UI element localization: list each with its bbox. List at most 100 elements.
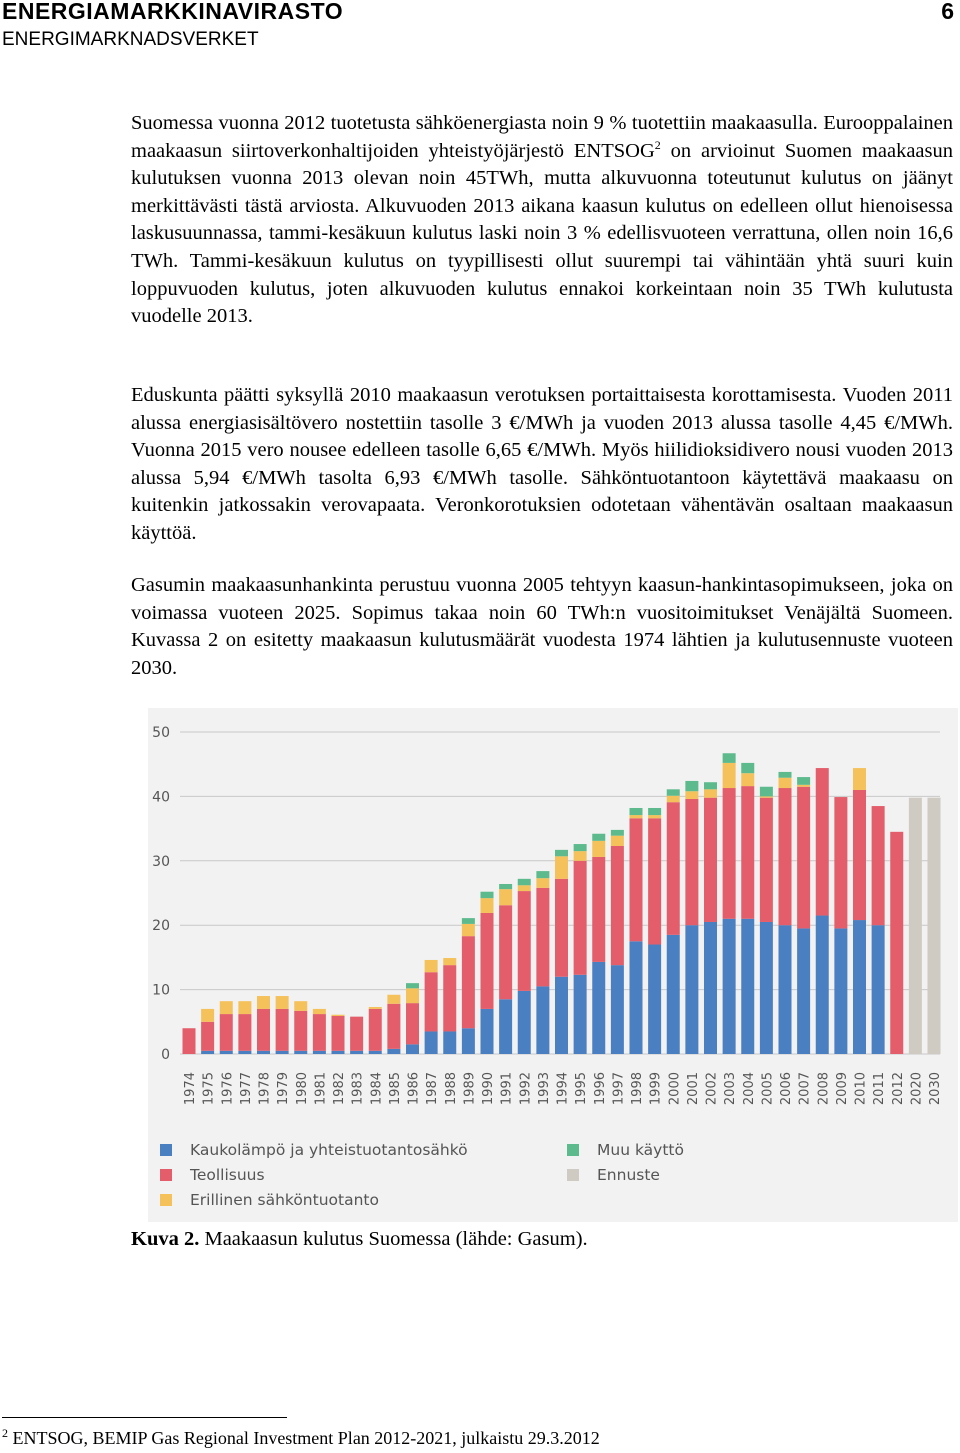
bar-segment <box>387 1048 401 1054</box>
x-tick-label: 1990 <box>481 1072 496 1105</box>
bar-segment <box>685 798 699 926</box>
bar-segment <box>610 829 624 836</box>
y-tick-label: 10 <box>152 983 170 999</box>
x-tick-label: 1984 <box>369 1072 384 1105</box>
x-tick-label: 1978 <box>258 1072 273 1105</box>
legend-swatch <box>567 1169 579 1181</box>
bar-segment <box>741 773 755 787</box>
bar-segment <box>238 1050 252 1054</box>
bar-segment <box>443 965 457 1032</box>
bar-segment <box>685 780 699 792</box>
y-tick-label: 20 <box>152 918 170 934</box>
bar-segment <box>555 878 568 977</box>
bar-segment <box>461 918 475 924</box>
bar-segment <box>834 928 848 1054</box>
bar-segment <box>741 918 755 1054</box>
paragraph: Gasumin maakaasunhankinta perustuu vuonn… <box>131 574 953 679</box>
text: on arvioinut Suomen maakaasun kulutuksen… <box>131 139 953 328</box>
bar-segment <box>294 1010 308 1051</box>
bar-segment <box>722 762 736 789</box>
bar-segment <box>406 988 419 1004</box>
x-tick-label: 2003 <box>723 1072 738 1105</box>
bar-segment <box>853 789 866 921</box>
bar-segment <box>499 905 513 1000</box>
bar-segment <box>759 786 773 797</box>
bar-segment <box>499 999 513 1054</box>
bar-segment <box>666 934 680 1054</box>
bar-segment <box>685 925 699 1054</box>
x-tick-label: 1983 <box>351 1072 366 1105</box>
bar-segment <box>778 788 792 926</box>
x-tick-label: 2012 <box>891 1072 906 1105</box>
bar-segment <box>536 878 550 888</box>
bar-segment <box>685 791 699 799</box>
footnote-marker: 2 <box>2 1426 8 1440</box>
footnote: 2 ENTSOG, BEMIP Gas Regional Investment … <box>2 1426 600 1449</box>
bar-segment <box>610 965 624 1054</box>
x-tick-label: 2002 <box>705 1072 720 1105</box>
bar-segment <box>573 974 587 1054</box>
bar-segment <box>275 996 289 1009</box>
caption-text: Maakaasun kulutus Suomessa (lähde: Gasum… <box>204 1228 588 1250</box>
x-tick-label: 1979 <box>276 1072 291 1105</box>
bar-segment <box>666 802 680 935</box>
bar-segment <box>350 1016 364 1051</box>
y-tick-label: 0 <box>161 1047 170 1063</box>
bar-segment <box>722 918 736 1054</box>
bar-segment <box>592 840 606 857</box>
bar-segment <box>499 889 513 906</box>
bar-segment <box>257 1008 270 1051</box>
x-tick-label: 1975 <box>202 1072 217 1105</box>
bar-segment <box>312 1014 326 1051</box>
bar-segment <box>443 958 457 966</box>
x-tick-label: 1997 <box>611 1072 626 1105</box>
bar-segment <box>573 851 587 861</box>
x-tick-label: 2011 <box>872 1072 887 1105</box>
x-tick-label: 1999 <box>649 1072 664 1105</box>
bar-segment <box>424 1031 438 1054</box>
x-tick-label: 1991 <box>500 1072 515 1105</box>
bar-segment <box>592 961 606 1054</box>
bar-segment <box>219 1050 233 1054</box>
bar-segment <box>461 936 475 1029</box>
bar-segment <box>331 1016 345 1051</box>
bar-segment <box>219 1014 233 1051</box>
bar-segment <box>219 1001 233 1015</box>
bar-segment <box>797 928 811 1054</box>
bar-segment <box>871 806 885 926</box>
bar-segment <box>741 762 755 774</box>
legend-label: Teollisuus <box>189 1166 265 1184</box>
x-tick-label: 2001 <box>686 1072 701 1105</box>
bar-segment <box>759 796 773 798</box>
bar-segment <box>778 777 792 789</box>
bar-segment <box>592 833 606 841</box>
footnote-rule <box>2 1417 287 1418</box>
x-tick-label: 1995 <box>574 1072 589 1105</box>
page-number: 6 <box>941 0 954 24</box>
paragraph: Suomessa vuonna 2012 tuotetusta sähköene… <box>131 110 953 331</box>
bar-segment <box>257 996 270 1009</box>
bar-segment <box>312 1008 326 1015</box>
x-tick-label: 1974 <box>183 1072 198 1105</box>
bar-segment <box>238 1014 252 1051</box>
x-tick-label: 1977 <box>239 1072 254 1105</box>
bar-segment <box>704 789 717 798</box>
bar-segment <box>499 883 513 890</box>
y-tick-label: 30 <box>152 854 170 870</box>
bar-segment <box>834 797 848 929</box>
bar-segment <box>555 856 568 879</box>
bar-segment <box>815 915 829 1054</box>
legend-swatch <box>160 1194 172 1206</box>
bar-segment <box>853 920 866 1054</box>
bar-segment <box>592 856 606 962</box>
footnote-text: ENTSOG, BEMIP Gas Regional Investment Pl… <box>12 1428 600 1448</box>
bar-segment <box>648 815 662 819</box>
bar-segment <box>182 1028 196 1054</box>
bar-segment <box>853 768 866 790</box>
bar-segment <box>275 1008 289 1051</box>
bar-segment <box>704 782 717 790</box>
bar-segment <box>573 860 587 975</box>
bar-segment <box>406 1044 419 1054</box>
